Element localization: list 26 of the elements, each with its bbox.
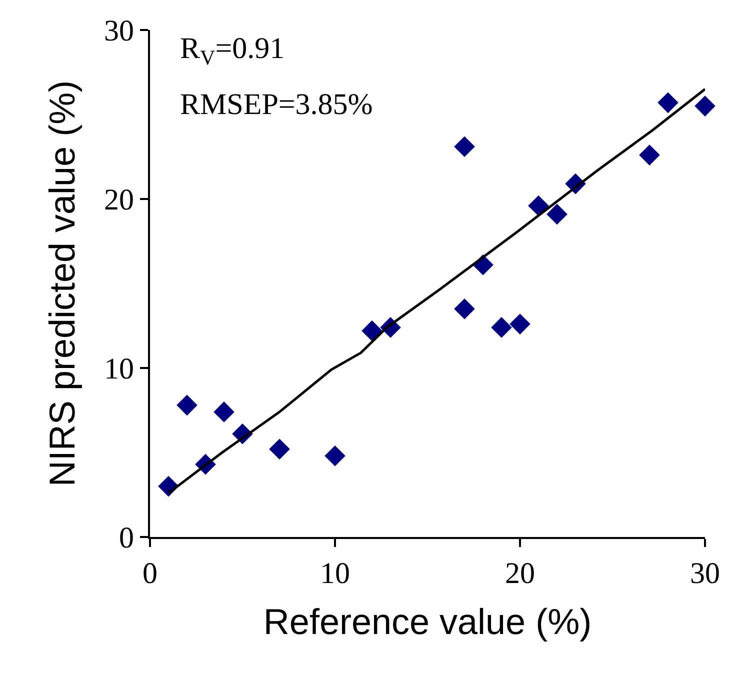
point: [639, 144, 660, 166]
annotation: R$_{V}$=0.91: [180, 32, 285, 70]
point: [491, 317, 512, 338]
point: [454, 136, 475, 158]
x-axis-title: Reference value (%): [263, 601, 592, 642]
point: [528, 195, 549, 216]
y-axis-title: NIRS predicted value (%): [41, 80, 82, 487]
point: [362, 320, 382, 342]
x-tick-label: 30: [690, 557, 720, 590]
point: [546, 204, 568, 225]
point: [269, 438, 290, 460]
point: [214, 402, 234, 422]
point: [658, 92, 678, 114]
x-tick-label: 10: [320, 557, 350, 590]
annotation: RMSEP=3.85%: [180, 88, 373, 121]
x-tick-label: 0: [142, 557, 158, 590]
y-tick-label: 30: [104, 14, 134, 48]
x-tick-label: 20: [505, 557, 535, 590]
y-tick-label: 0: [119, 522, 134, 554]
point: [454, 298, 475, 320]
point: [694, 96, 716, 116]
y-tick-label: 10: [104, 352, 134, 386]
point: [510, 314, 530, 334]
point: [176, 394, 198, 416]
y-tick-label: 20: [104, 184, 134, 216]
point: [324, 445, 346, 466]
